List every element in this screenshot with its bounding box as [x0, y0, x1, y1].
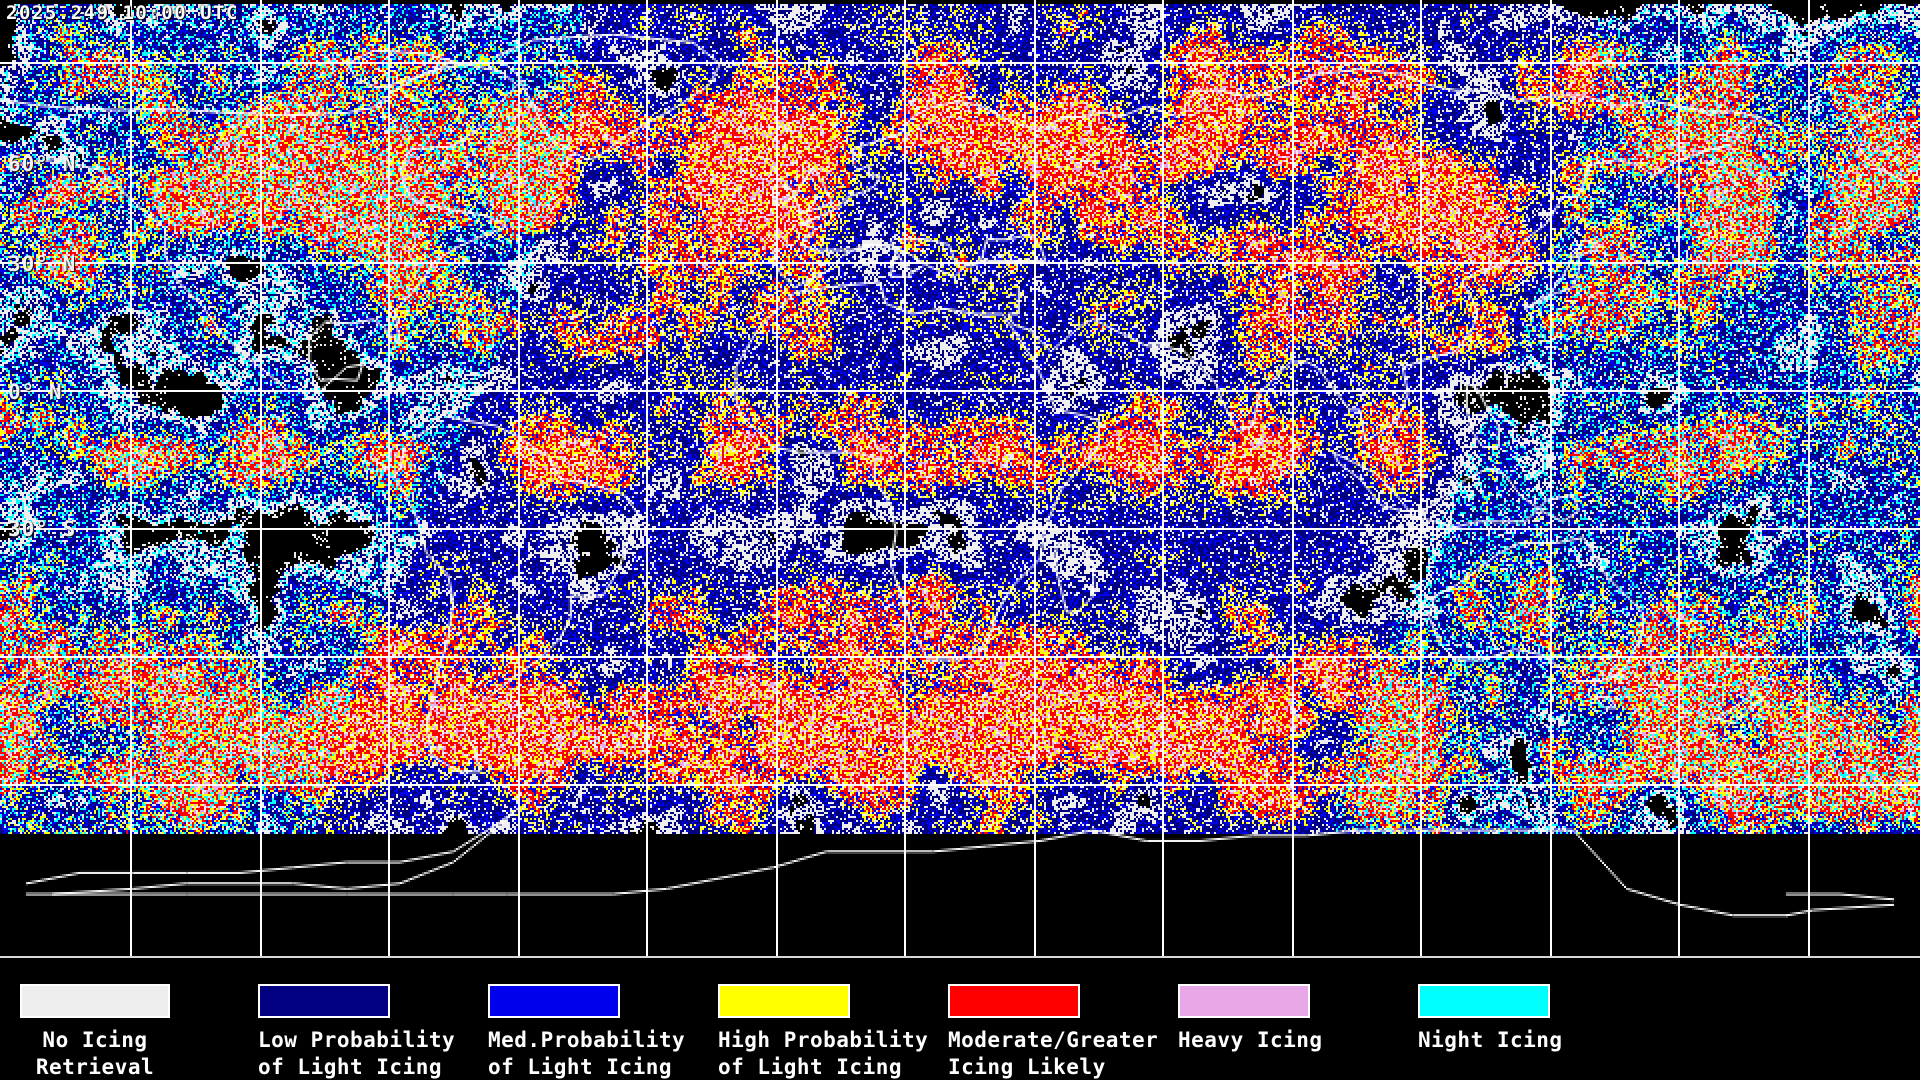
legend-label-line2: Icing Likely [948, 1055, 1106, 1079]
timestamp-label: 2025.249 10:00 UTC [6, 2, 239, 24]
latitude-label-30n: 30° N [8, 252, 77, 276]
legend-swatch-med-probability-light-icing [488, 984, 620, 1018]
legend-label-heavy-icing: Heavy Icing [1178, 1027, 1322, 1054]
legend-item-night-icing[interactable]: Night Icing [1418, 984, 1562, 1054]
latitude-label-60n: 60° N [8, 152, 77, 176]
map-bottom-border [0, 956, 1920, 958]
legend-swatch-heavy-icing [1178, 984, 1310, 1018]
legend-item-high-probability-light-icing[interactable]: High Probability of Light Icing [718, 984, 928, 1080]
legend-label-line1: No Icing [42, 1028, 148, 1052]
legend-label-line1: Med.Probability [488, 1028, 686, 1052]
legend-label-high-probability-light-icing: High Probability of Light Icing [718, 1027, 928, 1080]
latitude-label-0n: 0° N [8, 380, 63, 404]
legend-label-line1: Moderate/Greater [948, 1028, 1159, 1052]
legend-label-line1: Night Icing [1418, 1028, 1563, 1052]
legend-label-med-probability-light-icing: Med.Probability of Light Icing [488, 1027, 685, 1080]
legend-label-line2: of Light Icing [488, 1055, 673, 1079]
legend-label-low-probability-light-icing: Low Probability of Light Icing [258, 1027, 455, 1080]
legend-label-line1: Low Probability [258, 1028, 456, 1052]
legend-label-line2: Retrieval [35, 1055, 155, 1079]
latitude-label-30s: 30° S [8, 517, 77, 541]
legend-swatch-moderate-greater-icing-likely [948, 984, 1080, 1018]
legend-swatch-low-probability-light-icing [258, 984, 390, 1018]
map-panel[interactable]: 2025.249 10:00 UTC 60° N 30° N 0° N 30° … [0, 0, 1920, 958]
legend: No Icing Retrieval Low Probability of Light… [0, 962, 1920, 1080]
legend-swatch-no-icing-retrieval [20, 984, 170, 1018]
legend-label-no-icing-retrieval: No Icing Retrieval [20, 1027, 170, 1080]
legend-label-line1: High Probability [718, 1028, 929, 1052]
legend-item-heavy-icing[interactable]: Heavy Icing [1178, 984, 1322, 1054]
legend-swatch-high-probability-light-icing [718, 984, 850, 1018]
legend-item-moderate-greater-icing-likely[interactable]: Moderate/Greater Icing Likely [948, 984, 1158, 1080]
legend-swatch-night-icing [1418, 984, 1550, 1018]
legend-label-line2: of Light Icing [718, 1055, 903, 1079]
legend-item-no-icing-retrieval[interactable]: No Icing Retrieval [20, 984, 170, 1080]
legend-label-line1: Heavy Icing [1178, 1028, 1323, 1052]
legend-label-night-icing: Night Icing [1418, 1027, 1562, 1054]
satellite-icing-map-canvas[interactable] [0, 0, 1920, 958]
legend-item-med-probability-light-icing[interactable]: Med.Probability of Light Icing [488, 984, 685, 1080]
legend-label-line2: of Light Icing [258, 1055, 443, 1079]
legend-label-moderate-greater-icing-likely: Moderate/Greater Icing Likely [948, 1027, 1158, 1080]
legend-item-low-probability-light-icing[interactable]: Low Probability of Light Icing [258, 984, 455, 1080]
